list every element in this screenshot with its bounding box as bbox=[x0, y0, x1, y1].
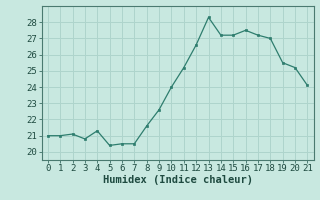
X-axis label: Humidex (Indice chaleur): Humidex (Indice chaleur) bbox=[103, 175, 252, 185]
